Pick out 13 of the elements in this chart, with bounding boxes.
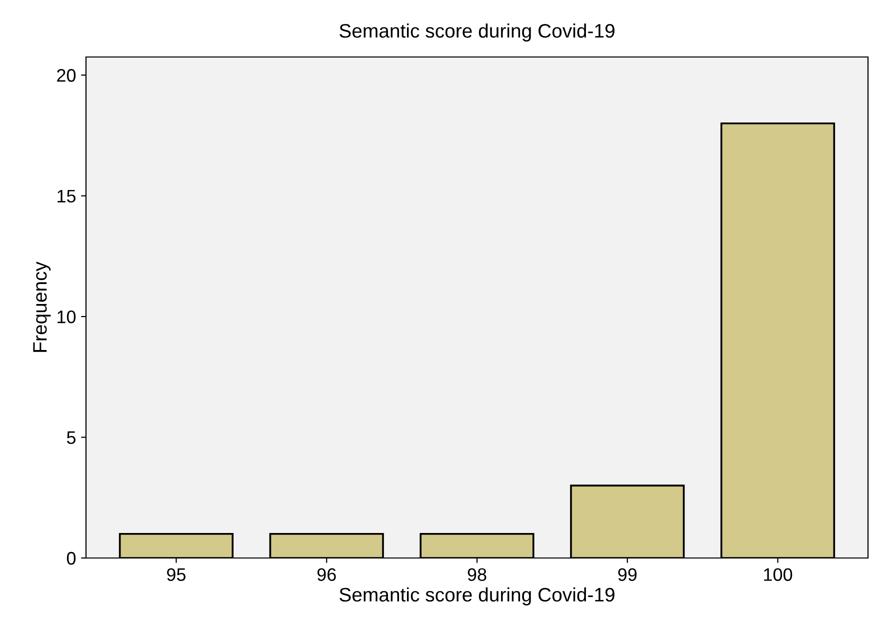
x-axis-title: Semantic score during Covid-19 <box>340 587 614 606</box>
x-tick-label: 95 <box>167 568 186 581</box>
y-tick-label: 5 <box>66 431 76 444</box>
y-axis-title: Frequency <box>33 262 51 352</box>
y-tick-label: 20 <box>57 69 76 82</box>
chart-title: Semantic score during Covid-19 <box>340 23 614 42</box>
x-tick-label: 98 <box>468 568 486 581</box>
y-tick-label: 10 <box>58 310 76 324</box>
y-tick-label: 0 <box>66 552 76 565</box>
y-tick-label: 15 <box>58 190 76 203</box>
x-tick-label: 99 <box>618 568 637 581</box>
x-tick-label: 96 <box>317 568 336 581</box>
x-tick-label: 100 <box>764 568 792 581</box>
